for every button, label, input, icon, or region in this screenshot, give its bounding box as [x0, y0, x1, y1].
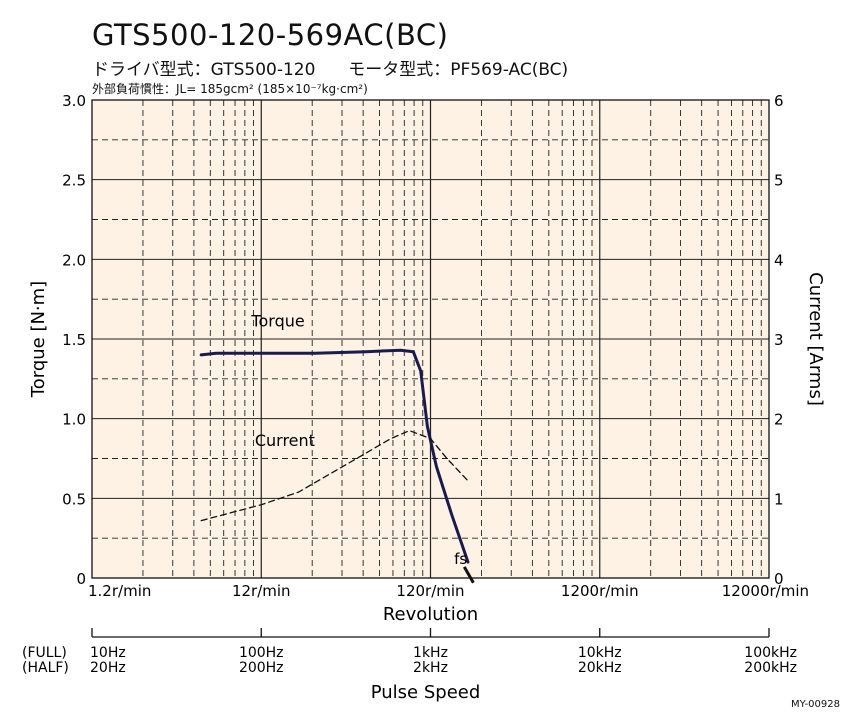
x-tick-label: 1.2r/min [88, 582, 151, 600]
y-tick-label: 2.5 [62, 172, 86, 190]
x-tick-label: 12000r/min [722, 582, 809, 600]
y-tick-label: 1.5 [62, 331, 86, 349]
y-tick-label: 1.0 [62, 411, 86, 429]
inertia-note: 外部負荷慣性：JL= 185gcm² (185×10⁻⁷kg·cm²) [92, 80, 368, 97]
y-tick-label: 0.5 [62, 490, 86, 508]
pulse-tick-label: 2kHz [413, 660, 448, 676]
pulse-row-label: (HALF) [22, 660, 69, 676]
series-current-line [200, 429, 469, 522]
pulse-tick-label: 10Hz [90, 645, 126, 661]
pulse-tick-label: 20kHz [578, 660, 622, 676]
pulse-row-label: (FULL) [22, 645, 67, 661]
fs-marker-line [462, 566, 475, 584]
plot-frame [91, 99, 770, 579]
pulse-tick-label: 100kHz [744, 645, 797, 661]
pulse-tick-label: 10kHz [578, 645, 622, 661]
y2-tick-label: 6 [774, 92, 784, 110]
series-torque-line [199, 348, 470, 564]
chart-title: GTS500-120-569AC(BC) [92, 18, 449, 52]
x-tick-label: 12r/min [232, 582, 291, 600]
y2-tick-label: 3 [774, 331, 784, 349]
pulse-tick-label: 200kHz [744, 660, 797, 676]
y2-tick-label: 0 [774, 570, 784, 588]
document-code: MY-00928 [791, 699, 840, 710]
x-axis-label: Revolution [383, 604, 478, 625]
pulse-axis-label: Pulse Speed [371, 682, 481, 703]
y-tick-label: 0 [76, 570, 86, 588]
inertia-value: JL= 185gcm² (185×10⁻⁷kg·cm²) [176, 82, 368, 96]
motor-model: モータ型式：PF569-AC(BC) [348, 60, 569, 80]
series-label-torque: Torque [250, 311, 304, 330]
series-label-current: Current [255, 431, 315, 450]
inertia-label: 外部負荷慣性： [92, 82, 177, 96]
pulse-tick-label: 1kHz [413, 645, 448, 661]
y2-tick-label: 5 [774, 172, 784, 190]
y-tick-label: 2.0 [62, 251, 86, 269]
y2-axis-label: Current [Arms] [805, 272, 826, 406]
y2-tick-label: 2 [774, 411, 784, 429]
x-tick-label: 120r/min [396, 582, 464, 600]
y2-tick-label: 4 [774, 251, 784, 269]
pulse-tick-label: 100Hz [239, 645, 284, 661]
driver-model: ドライバ型式：GTS500-120 [92, 60, 316, 80]
y2-tick-label: 1 [774, 490, 784, 508]
pulse-tick-label: 200Hz [239, 660, 284, 676]
pulse-tick-label: 20Hz [90, 660, 126, 676]
y-axis-label: Torque [N·m] [28, 281, 49, 398]
fs-label: fs [454, 550, 467, 568]
x-tick-label: 1200r/min [561, 582, 639, 600]
y-tick-label: 3.0 [62, 92, 86, 110]
model-subtitle: ドライバ型式：GTS500-120 モータ型式：PF569-AC(BC) [92, 55, 568, 80]
